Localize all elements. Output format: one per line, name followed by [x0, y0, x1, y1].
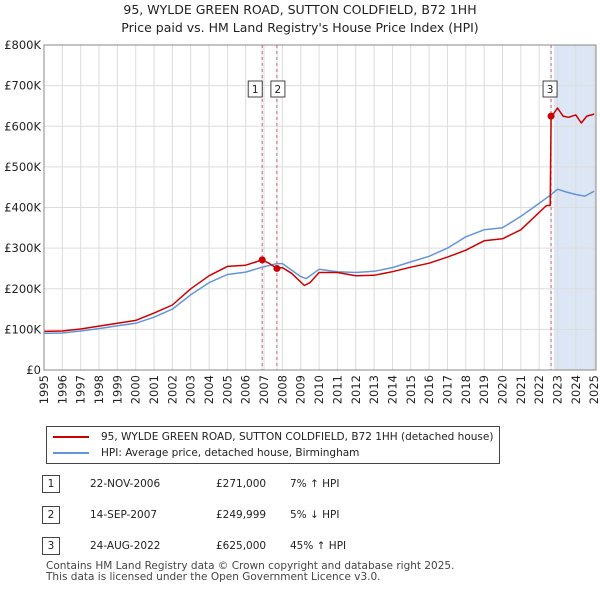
- y-tick-label: £0: [26, 363, 41, 377]
- sale-label-box: [270, 80, 286, 98]
- plot-frame: [43, 44, 597, 371]
- footer-copyright: Contains HM Land Registry data © Crown c…: [46, 560, 455, 572]
- x-tick-label: 1998: [92, 375, 106, 404]
- x-tick-label: 2021: [514, 375, 528, 404]
- x-tick-label: 2015: [404, 375, 418, 404]
- sale-point: [273, 264, 281, 272]
- y-tick-label: £500K: [4, 160, 41, 174]
- x-tick-label: 2005: [220, 375, 234, 404]
- x-tick-label: 2019: [477, 375, 491, 404]
- x-tick-label: 2018: [459, 375, 473, 404]
- transaction-number: 2: [42, 506, 60, 524]
- transaction-date: 22-NOV-2006: [90, 478, 161, 490]
- x-tick-label: 2016: [422, 375, 436, 404]
- legend-item-hpi: HPI: Average price, detached house, Birm…: [53, 445, 359, 461]
- transaction-row: 3 24-AUG-2022 £625,000 45% ↑ HPI: [0, 537, 600, 559]
- transaction-price: £249,999: [216, 509, 267, 521]
- x-tick-label: 2024: [569, 375, 583, 404]
- x-tick-label: 2020: [495, 375, 509, 404]
- x-tick-label: 2010: [312, 375, 326, 404]
- x-tick-label: 2008: [275, 375, 289, 404]
- transaction-price: £625,000: [216, 540, 267, 552]
- x-tick-label: 1996: [55, 375, 69, 404]
- x-tick-label: 2007: [257, 375, 271, 404]
- transaction-hpi-diff: 7% ↑ HPI: [290, 478, 340, 490]
- x-tick-label: 2017: [440, 375, 454, 404]
- sale-label-number: 2: [275, 84, 282, 96]
- legend-swatch-hpi: [53, 452, 89, 454]
- sale-label-number: 1: [252, 84, 259, 96]
- legend-label-hpi: HPI: Average price, detached house, Birm…: [101, 447, 360, 459]
- x-tick-label: 2002: [165, 375, 179, 404]
- footer-licence: This data is licensed under the Open Gov…: [46, 571, 381, 583]
- y-tick-label: £300K: [4, 241, 41, 255]
- legend-swatch-property: [53, 436, 89, 438]
- transaction-date: 14-SEP-2007: [90, 509, 158, 521]
- sale-label-number: 3: [547, 84, 554, 96]
- sale-point: [258, 256, 266, 264]
- x-tick-label: 2001: [147, 375, 161, 404]
- transaction-row: 2 14-SEP-2007 £249,999 5% ↓ HPI: [0, 506, 600, 528]
- x-tick-label: 1997: [74, 375, 88, 404]
- x-tick-label: 2003: [184, 375, 198, 404]
- x-tick-label: 2004: [202, 375, 216, 404]
- y-tick-label: £700K: [4, 79, 41, 93]
- y-tick-label: £600K: [4, 119, 41, 133]
- chart-legend: 95, WYLDE GREEN ROAD, SUTTON COLDFIELD, …: [46, 426, 500, 464]
- chart-subtitle: Price paid vs. HM Land Registry's House …: [121, 20, 479, 35]
- x-tick-label: 2012: [349, 375, 363, 404]
- transaction-hpi-diff: 45% ↑ HPI: [290, 540, 347, 552]
- legend-item-property: 95, WYLDE GREEN ROAD, SUTTON COLDFIELD, …: [53, 429, 493, 445]
- x-tick-label: 1999: [110, 375, 124, 404]
- y-tick-label: £400K: [4, 201, 41, 215]
- transaction-number: 3: [42, 537, 60, 555]
- transaction-hpi-diff: 5% ↓ HPI: [290, 509, 340, 521]
- transaction-number: 1: [42, 475, 60, 493]
- x-tick-label: 2023: [550, 375, 564, 404]
- chart-title-address: 95, WYLDE GREEN ROAD, SUTTON COLDFIELD, …: [123, 2, 477, 17]
- x-tick-label: 2022: [532, 375, 546, 404]
- sale-label-box: [247, 80, 263, 98]
- y-tick-label: £100K: [4, 322, 41, 336]
- y-tick-label: £200K: [4, 282, 41, 296]
- x-tick-label: 2013: [367, 375, 381, 404]
- transaction-date: 24-AUG-2022: [90, 540, 161, 552]
- legend-label-property: 95, WYLDE GREEN ROAD, SUTTON COLDFIELD, …: [101, 431, 494, 443]
- x-tick-label: 2000: [129, 375, 143, 404]
- x-tick-label: 2014: [385, 375, 399, 404]
- sale-label-box: [542, 80, 558, 98]
- sale-point: [547, 112, 555, 120]
- price-chart: 1 2 3 £0 £100K £200K £300K £400K £500K £600K £700…: [4, 38, 600, 404]
- transaction-price: £271,000: [216, 478, 267, 490]
- x-tick-label: 1995: [37, 375, 51, 404]
- x-tick-label: 2009: [294, 375, 308, 404]
- x-tick-label: 2011: [330, 375, 344, 404]
- x-tick-label: 2006: [239, 375, 253, 404]
- y-tick-label: £800K: [4, 38, 41, 52]
- transaction-row: 1 22-NOV-2006 £271,000 7% ↑ HPI: [0, 475, 600, 497]
- x-tick-label: 2025: [587, 375, 600, 404]
- hpi-line: [43, 188, 595, 335]
